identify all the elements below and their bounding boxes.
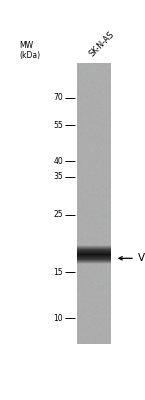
Text: MW
(kDa): MW (kDa): [19, 41, 40, 60]
Text: VIP: VIP: [138, 253, 145, 263]
Text: 70: 70: [53, 94, 63, 102]
Text: SK-N-AS: SK-N-AS: [88, 30, 116, 59]
Text: 10: 10: [54, 314, 63, 323]
Text: 55: 55: [53, 121, 63, 130]
Text: 40: 40: [53, 157, 63, 166]
Text: 25: 25: [54, 210, 63, 219]
Text: 15: 15: [54, 268, 63, 277]
Text: 35: 35: [53, 172, 63, 181]
